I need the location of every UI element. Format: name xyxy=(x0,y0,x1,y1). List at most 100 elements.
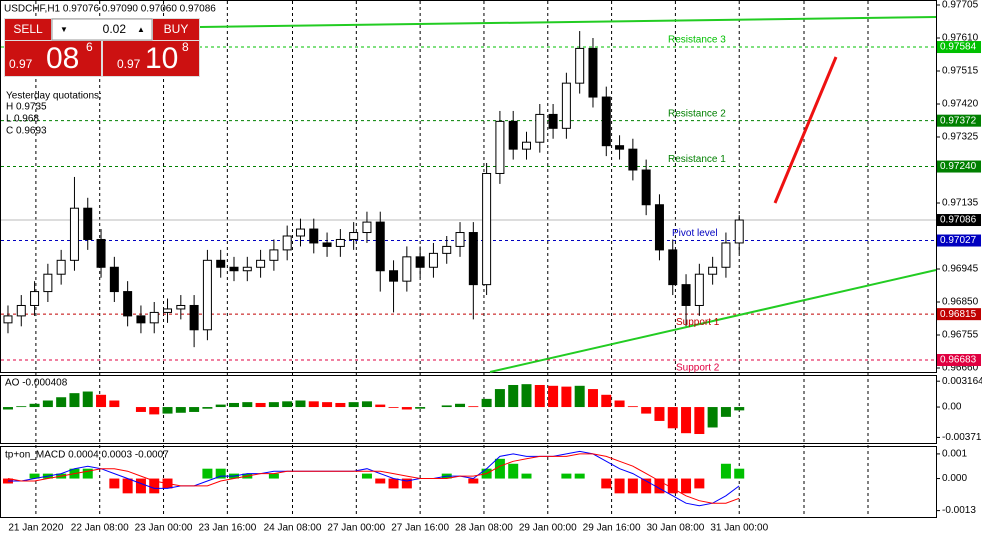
sell-price-small[interactable]: 6 xyxy=(86,40,93,54)
buy-price-prefix[interactable]: 0.97 xyxy=(117,57,141,71)
ao-bar xyxy=(388,407,399,408)
macd-bar xyxy=(29,473,40,479)
level-price-box xyxy=(937,234,981,247)
macd-title: tp+on_MACD 0.0004 0.0003 -0.0007 xyxy=(5,450,169,461)
ao-bar xyxy=(215,404,226,408)
ao-bar xyxy=(255,402,266,408)
quote-line: L 0.968 xyxy=(6,114,39,125)
macd-bar xyxy=(149,478,160,494)
macd-bar xyxy=(82,468,93,479)
candle-body xyxy=(229,266,239,272)
ao-bar xyxy=(202,407,213,409)
candle-body xyxy=(322,242,332,247)
y-tick-label: 0.96850 xyxy=(942,297,979,308)
macd-bar xyxy=(720,463,731,479)
x-tick-label: 29 Jan 00:00 xyxy=(519,523,577,534)
sell-button[interactable] xyxy=(5,19,51,40)
ao-bar xyxy=(149,407,160,415)
buy-price-box[interactable] xyxy=(103,41,199,76)
lot-value[interactable]: 0.02 xyxy=(103,22,127,36)
sell-label[interactable]: SELL xyxy=(13,22,43,36)
candle-body xyxy=(428,252,438,268)
ao-panel xyxy=(0,375,937,444)
candle-body xyxy=(455,232,465,247)
candle-body xyxy=(123,291,133,317)
candle-body xyxy=(30,291,40,306)
macd-bar xyxy=(268,473,279,479)
candle-body xyxy=(654,204,664,251)
ao-bar xyxy=(734,407,745,411)
trade-panel: SELL ▼ ▲ 0.02 BUY 0.97 08 6 0.97 10 8 xyxy=(4,18,200,77)
candle-body xyxy=(282,235,292,251)
macd-bar xyxy=(694,478,705,489)
macd-bar xyxy=(654,478,665,494)
macd-bar xyxy=(614,478,625,494)
candle-body xyxy=(256,259,266,268)
macd-bar xyxy=(601,478,612,489)
level-price: 0.96683 xyxy=(940,355,977,366)
trend-line xyxy=(199,16,937,28)
ao-bar xyxy=(681,407,692,434)
candle-body xyxy=(216,259,226,268)
main-panel xyxy=(0,0,937,373)
y-tick-label: 0.003164 xyxy=(942,376,982,387)
candle-body xyxy=(269,249,279,261)
buy-label[interactable]: BUY xyxy=(164,22,189,36)
ao-bar xyxy=(481,398,492,408)
ao-bar xyxy=(574,385,585,408)
macd-bar xyxy=(561,473,572,479)
candle-body xyxy=(3,315,13,324)
ao-bar xyxy=(56,397,67,408)
candle-body xyxy=(535,113,545,143)
macd-bar xyxy=(521,473,532,479)
candle-body xyxy=(149,311,159,324)
candle-body xyxy=(548,113,558,129)
quote-line: C 0.9693 xyxy=(6,126,47,137)
macd-bar xyxy=(734,468,745,479)
macd-bar xyxy=(215,468,226,479)
level-name: Support 2 xyxy=(676,363,720,374)
candle-body xyxy=(335,238,345,247)
sell-price-big[interactable]: 08 xyxy=(46,42,79,75)
current-price: 0.97086 xyxy=(940,215,977,226)
candle-body xyxy=(295,228,305,237)
ao-bar xyxy=(614,400,625,408)
ao-bar xyxy=(96,394,107,408)
candle-body xyxy=(69,207,79,261)
level-name: Resistance 1 xyxy=(668,154,726,165)
macd-bar xyxy=(508,463,519,479)
buy-price-big[interactable]: 10 xyxy=(145,42,178,75)
sell-price-prefix[interactable]: 0.97 xyxy=(9,57,33,71)
arrow-up[interactable]: ▲ xyxy=(137,25,145,34)
buy-button[interactable] xyxy=(153,19,199,40)
ao-bar xyxy=(322,402,333,408)
lot-input[interactable] xyxy=(51,18,153,41)
ao-bar xyxy=(16,406,27,408)
ao-bar xyxy=(561,386,572,408)
sell-price-box[interactable] xyxy=(5,41,101,76)
ao-bar xyxy=(694,407,705,435)
buy-price-small[interactable]: 8 xyxy=(182,40,189,54)
ao-bar xyxy=(548,385,559,408)
candle-body xyxy=(442,245,452,254)
level-price: 0.97584 xyxy=(940,42,977,53)
candle-body xyxy=(681,284,691,306)
candle-body xyxy=(628,148,638,171)
ao-bar xyxy=(135,407,146,412)
level-name: Resistance 2 xyxy=(668,108,726,119)
y-tick-label: 0.97705 xyxy=(942,0,979,11)
x-tick-label: 29 Jan 16:00 xyxy=(583,523,641,534)
ao-bar xyxy=(375,404,386,408)
candle-body xyxy=(189,304,199,331)
ao-bar xyxy=(441,405,452,408)
arrow-down[interactable]: ▼ xyxy=(60,25,68,34)
macd-line xyxy=(7,453,740,504)
macd-bar xyxy=(375,478,386,484)
ao-bar xyxy=(295,400,306,408)
ao-bar xyxy=(641,407,652,414)
ao-bar xyxy=(415,407,426,409)
quote-line: H 0.9735 xyxy=(6,102,47,113)
chart-title: USDCHF,H1 0.97076 0.97090 0.97060 0.9708… xyxy=(4,4,216,15)
level-price-box xyxy=(937,308,981,321)
ao-bar xyxy=(82,391,93,408)
